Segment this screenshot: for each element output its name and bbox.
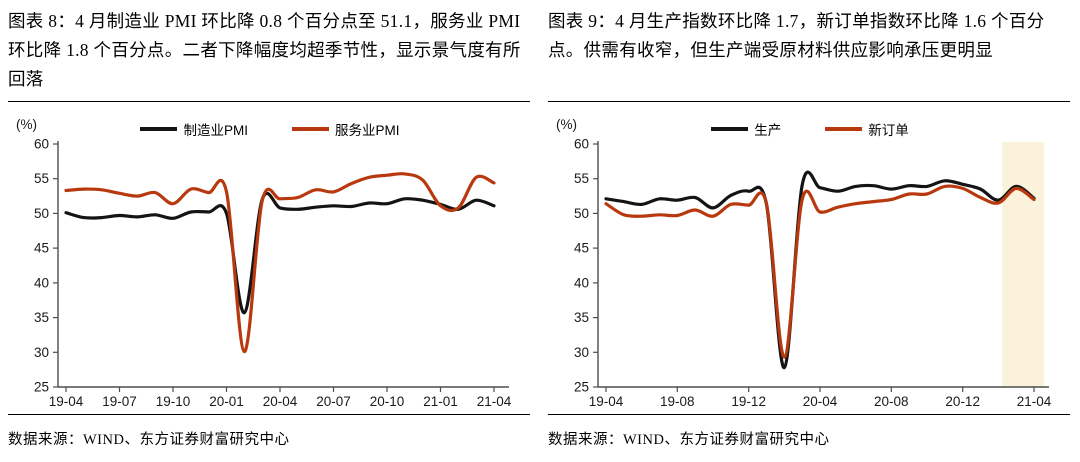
caption-divider: [548, 101, 1070, 102]
x-tick-label: 19-04: [49, 394, 84, 409]
figure-8-legend: 制造业PMI 服务业PMI: [0, 119, 540, 139]
figure-9-panel: 图表 9：4 月生产指数环比降 1.7，新订单指数环比降 1.6 个百分点。供需…: [540, 0, 1080, 449]
highlight-band: [1002, 142, 1044, 387]
legend-item-生产: 生产: [711, 119, 781, 139]
x-tick-label: 20-10: [370, 394, 405, 409]
x-tick-label: 20-08: [874, 394, 909, 409]
figure-9-chart-area: 生产 新订单 (%) 25 30 35 40 45 50 55 60 19-04 19-08 19-12…: [540, 102, 1080, 414]
x-tick-label: 21-04: [477, 394, 512, 409]
figure-8-source-divider: [8, 414, 530, 415]
figure-9-caption: 图表 9：4 月生产指数环比降 1.7，新订单指数环比降 1.6 个百分点。供需…: [548, 11, 1045, 60]
x-tick-label: 19-07: [102, 394, 137, 409]
x-tick-label: 19-08: [660, 394, 695, 409]
legend-label: 新订单: [868, 123, 909, 138]
x-tick-label: 20-04: [263, 394, 298, 409]
y-axis-unit-label: (%): [16, 117, 37, 132]
caption-divider: [8, 101, 530, 102]
y-axis-unit-label: (%): [556, 117, 577, 132]
legend-line-swatch: [292, 127, 329, 131]
y-tick-label: 35: [574, 310, 589, 325]
x-tick-label: 19-04: [589, 394, 624, 409]
x-tick-label: 20-01: [209, 394, 244, 409]
pmi-line-chart: (%) 25 30 35 40 45 50 55 60 19-04 19-07 19-10 20-01 2…: [16, 117, 512, 409]
y-tick-label: 35: [34, 310, 49, 325]
y-tick-label: 40: [574, 275, 589, 290]
x-tick-label: 20-07: [316, 394, 351, 409]
y-tick-label: 50: [34, 206, 49, 221]
figure-9-source-divider: [548, 414, 1070, 415]
legend-label: 服务业PMI: [335, 123, 400, 138]
y-tick-label: 55: [574, 171, 589, 186]
legend-line-swatch: [140, 127, 178, 131]
y-tick-label: 55: [34, 171, 49, 186]
x-tick-label: 19-10: [156, 394, 191, 409]
legend-line-swatch: [825, 127, 863, 131]
figure-8-source-note: 数据来源：WIND、东方证券财富研究中心: [8, 432, 290, 448]
y-tick-label: 45: [574, 241, 589, 256]
y-tick-label: 45: [34, 241, 49, 256]
series-line-新订单: [604, 184, 1036, 359]
legend-label: 制造业PMI: [183, 123, 248, 138]
series-line-制造业PMI: [64, 191, 496, 315]
legend-label: 生产: [754, 123, 782, 138]
y-tick-label: 30: [34, 345, 49, 360]
legend-item-新订单: 新订单: [825, 119, 909, 139]
legend-line-swatch: [711, 127, 749, 131]
figure-8-caption: 图表 8：4 月制造业 PMI 环比降 0.8 个百分点至 51.1，服务业 P…: [8, 11, 521, 89]
x-tick-label: 21-04: [1017, 394, 1052, 409]
figure-9-source-note: 数据来源：WIND、东方证券财富研究中心: [548, 432, 830, 448]
y-tick-label: 60: [574, 137, 589, 152]
y-tick-label: 25: [574, 380, 589, 395]
y-tick-label: 40: [34, 275, 49, 290]
legend-item-制造业PMI: 制造业PMI: [140, 119, 248, 139]
figure-8-panel: 图表 8：4 月制造业 PMI 环比降 0.8 个百分点至 51.1，服务业 P…: [0, 0, 540, 449]
y-tick-label: 30: [574, 345, 589, 360]
production-neworders-line-chart: (%) 25 30 35 40 45 50 55 60 19-04 19-08 19-12 20-04 2…: [556, 117, 1052, 409]
legend-item-服务业PMI: 服务业PMI: [292, 119, 400, 139]
figure-9-legend: 生产 新订单: [540, 119, 1080, 139]
x-tick-label: 21-01: [423, 394, 458, 409]
report-figures-row: 图表 8：4 月制造业 PMI 环比降 0.8 个百分点至 51.1，服务业 P…: [0, 0, 1080, 449]
series-line-服务业PMI: [64, 172, 496, 354]
figure-8-chart-area: 制造业PMI 服务业PMI (%) 25 30 35 40 45 50 55 60 19-04 19-…: [0, 102, 540, 414]
x-tick-label: 20-12: [945, 394, 980, 409]
series-line-生产: [604, 170, 1036, 370]
y-tick-label: 25: [34, 380, 49, 395]
x-tick-label: 20-04: [803, 394, 838, 409]
x-tick-label: 19-12: [731, 394, 766, 409]
y-tick-label: 60: [34, 137, 49, 152]
y-tick-label: 50: [574, 206, 589, 221]
